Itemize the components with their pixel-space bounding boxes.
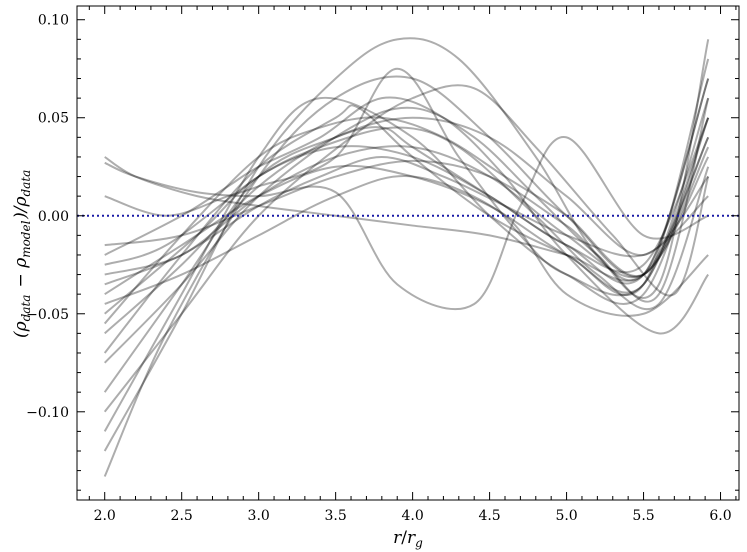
series-line-2	[103, 78, 710, 393]
series-line-10	[104, 78, 710, 282]
x-tick-label: 2.0	[94, 508, 116, 524]
y-tick-label: −0.05	[26, 307, 69, 323]
series-line-3	[103, 96, 710, 432]
y-axis-label: (ρdata − ρmodel )/ρdata	[11, 168, 33, 338]
series-line-7	[104, 145, 710, 279]
series-line-14	[104, 96, 710, 335]
series-line-9	[104, 116, 709, 335]
series-line-8	[104, 117, 710, 315]
y-tick-label: 0.00	[38, 209, 69, 225]
y-tick-label: 0.05	[38, 111, 69, 127]
ticks-layer: 2.0 2.5 3.0 3.5 4.0 4.5 5.0 5.5 6.0 0.10 0.05 0.00 −…	[26, 6, 739, 524]
series-line-20	[104, 126, 710, 311]
x-tick-label: 5.5	[632, 508, 654, 524]
series-line-17	[104, 175, 709, 317]
series-line-15	[104, 155, 709, 286]
series-line-6	[104, 97, 710, 296]
x-axis-label: r/rg	[393, 528, 423, 550]
series-line-4	[103, 75, 710, 477]
x-tick-label: 3.5	[325, 508, 347, 524]
series-line-18	[103, 84, 710, 413]
series-line-11	[104, 136, 710, 282]
x-tick-label: 3.0	[248, 508, 270, 524]
plot-frame	[76, 5, 740, 501]
series-line-16	[103, 97, 710, 364]
x-tick-label: 4.0	[401, 508, 423, 524]
series-line-5	[103, 37, 710, 452]
x-tick-label: 4.5	[478, 508, 500, 524]
x-tick-label: 5.0	[555, 508, 577, 524]
series-line-1	[103, 58, 710, 354]
series-layer	[103, 37, 710, 477]
y-tick-label: 0.10	[38, 13, 69, 29]
series-line-12	[104, 136, 709, 311]
series-line-19	[103, 116, 710, 325]
series-line-13	[104, 67, 710, 297]
y-tick-label: −0.10	[26, 405, 69, 421]
x-tick-label: 2.5	[171, 508, 193, 524]
x-tick-label: 6.0	[709, 508, 731, 524]
